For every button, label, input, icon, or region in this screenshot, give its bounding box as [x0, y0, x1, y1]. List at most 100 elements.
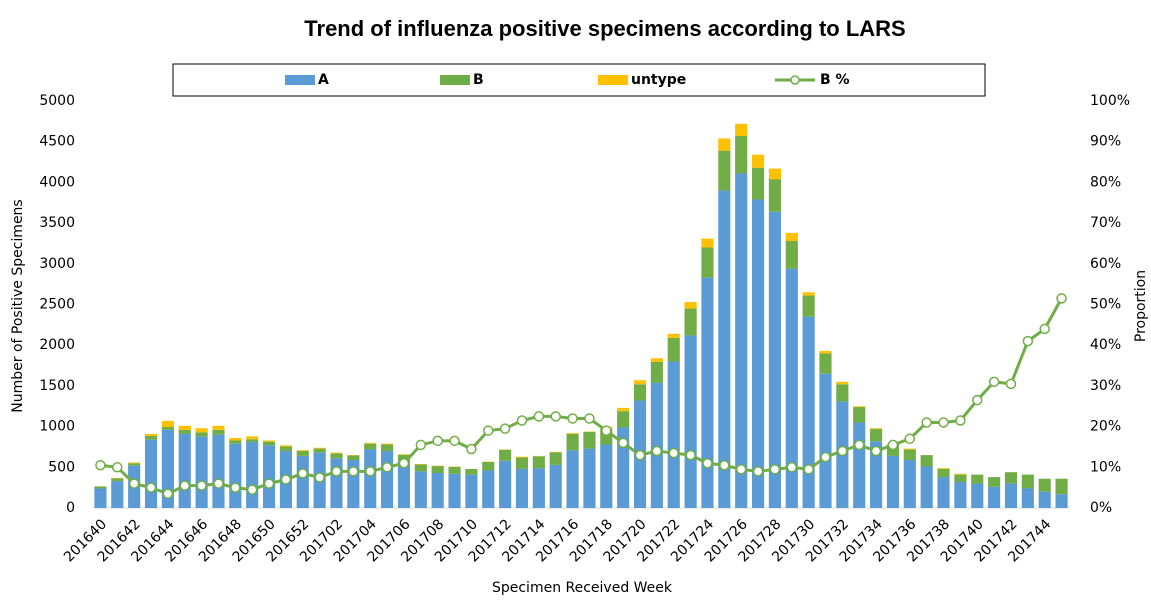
legend-marker — [791, 76, 799, 84]
bar-segment — [870, 428, 882, 429]
bar-segment — [330, 453, 342, 454]
bar-segment — [212, 435, 224, 508]
line-marker — [619, 438, 628, 447]
bar-segment — [499, 450, 511, 461]
bar-segment — [954, 475, 966, 482]
line-marker — [163, 489, 172, 498]
line-marker — [1057, 294, 1066, 303]
line-marker — [1023, 337, 1032, 346]
bar-segment — [786, 241, 798, 269]
bar-segment — [718, 138, 730, 150]
bar-segment — [415, 471, 427, 508]
bar-segment — [364, 444, 376, 450]
bar-segment — [179, 434, 191, 508]
bar-segment — [685, 309, 697, 336]
bar-segment — [685, 302, 697, 309]
y2-tick-label: 10% — [1090, 459, 1121, 475]
bar-segment — [617, 408, 629, 411]
line-marker — [416, 440, 425, 449]
bar-segment — [600, 445, 612, 508]
bar-segment — [212, 430, 224, 435]
bar-segment — [263, 440, 275, 441]
y-tick-label: 3000 — [39, 256, 75, 272]
y2-tick-label: 40% — [1090, 337, 1121, 353]
line-marker — [888, 440, 897, 449]
line-marker — [1040, 324, 1049, 333]
line-marker — [180, 481, 189, 490]
line-marker — [214, 479, 223, 488]
legend-swatch — [598, 75, 628, 85]
bar-segment — [566, 450, 578, 508]
bar-segment — [128, 462, 140, 463]
line-marker — [939, 418, 948, 427]
bar-segment — [752, 199, 764, 508]
line-marker — [383, 463, 392, 472]
line-marker — [602, 426, 611, 435]
bar-segment — [1022, 488, 1034, 508]
bar-segment — [752, 168, 764, 200]
line-marker — [298, 469, 307, 478]
bar-segment — [280, 445, 292, 446]
bar-segment — [988, 477, 1000, 487]
line-marker — [315, 473, 324, 482]
line-marker — [770, 465, 779, 474]
line-marker — [501, 424, 510, 433]
bar-segment — [1055, 494, 1067, 508]
bar-segment — [448, 467, 460, 474]
bar-segment — [904, 460, 916, 508]
line-marker — [804, 465, 813, 474]
bar-segment — [786, 233, 798, 241]
line-marker — [248, 485, 257, 494]
line-marker — [551, 412, 560, 421]
bar-segment — [280, 447, 292, 451]
bar-segment — [297, 450, 309, 451]
bar-segment — [297, 451, 309, 456]
y-tick-label: 2500 — [39, 297, 75, 313]
line-marker — [484, 426, 493, 435]
bar-segment — [1039, 479, 1051, 492]
y-tick-label: 1500 — [39, 378, 75, 394]
bar-segment — [668, 338, 680, 362]
y-tick-label: 1000 — [39, 419, 75, 435]
bar-segment — [566, 434, 578, 450]
line-marker — [197, 481, 206, 490]
bar-segment — [364, 443, 376, 444]
legend-text: B % — [820, 72, 850, 88]
bar-segment — [330, 453, 342, 458]
bar-segment — [448, 474, 460, 508]
line-marker — [467, 444, 476, 453]
x-axis-title: Specimen Received Week — [492, 580, 673, 596]
bar-segment — [651, 383, 663, 508]
bar-segment — [179, 430, 191, 434]
y2-axis-title: Proportion — [1133, 270, 1149, 342]
bar-segment — [769, 212, 781, 508]
y-tick-label: 4500 — [39, 134, 75, 150]
bar-segment — [887, 456, 899, 508]
bar-segment — [196, 428, 208, 432]
line-marker — [366, 467, 375, 476]
bar-segment — [111, 481, 123, 508]
bar-segment — [263, 442, 275, 446]
bar-segment — [550, 465, 562, 508]
bar-segment — [347, 455, 359, 459]
bar-segment — [381, 451, 393, 508]
bar-segment — [954, 474, 966, 475]
y-tick-label: 2000 — [39, 337, 75, 353]
line-marker — [686, 451, 695, 460]
bar-segment — [769, 179, 781, 212]
bar-segment — [229, 440, 241, 443]
bar-segment — [432, 473, 444, 508]
y2-tick-label: 80% — [1090, 174, 1121, 190]
y-tick-label: 3500 — [39, 215, 75, 231]
bar-segment — [1022, 475, 1034, 489]
y2-tick-label: 20% — [1090, 419, 1121, 435]
legend-text: A — [318, 72, 329, 88]
bar-segment — [465, 469, 477, 475]
bar-segment — [94, 488, 106, 508]
legend-swatch — [285, 75, 315, 85]
line-marker — [754, 467, 763, 476]
bar-segment — [111, 478, 123, 481]
bar-segment — [516, 458, 528, 469]
line-marker — [332, 467, 341, 476]
